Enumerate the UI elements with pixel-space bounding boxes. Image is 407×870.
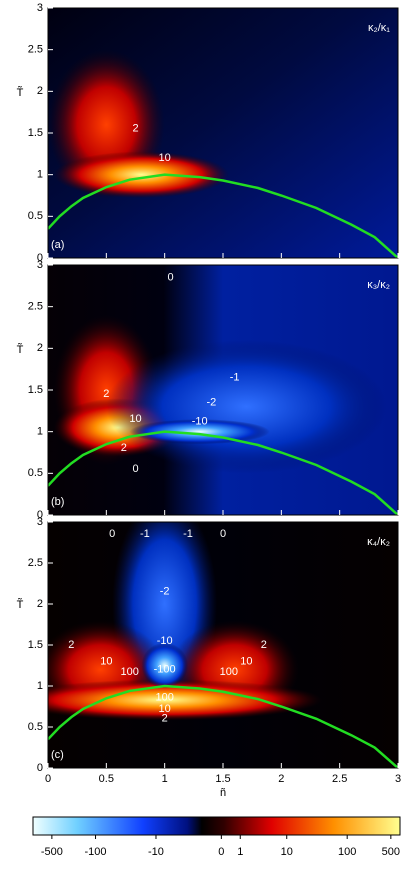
contour-label: 2: [103, 388, 109, 400]
contour-label: 0: [109, 528, 115, 540]
contour-label: 10: [159, 703, 171, 715]
y-tick-label: 1: [37, 680, 43, 692]
contour-label: -10: [192, 416, 208, 428]
contour-label: -2: [206, 396, 216, 408]
y-tick-label: 1: [37, 169, 43, 181]
panel-title: κ₃/κ₂: [367, 279, 390, 291]
boundary-line: [48, 430, 398, 515]
colorbar-tick-label: -10: [148, 846, 164, 858]
y-tick-label: 1.5: [28, 127, 43, 139]
colorbar-tick-label: 100: [338, 846, 356, 858]
y-tick-label: 0: [37, 252, 43, 264]
x-tick-label: 1: [162, 773, 168, 785]
contour-label: 100: [155, 691, 173, 703]
y-tick-label: 3: [37, 2, 43, 14]
y-tick-label: 2: [37, 598, 43, 610]
y-tick-label: 0.5: [28, 467, 43, 479]
colorbar-tick-label: 1: [237, 846, 243, 858]
y-tick-label: 0.5: [28, 210, 43, 222]
y-tick-label: 2.5: [28, 44, 43, 56]
contour-label: 0: [132, 463, 138, 475]
y-axis-label: T̃: [17, 343, 24, 356]
panel-title: κ₂/κ₁: [368, 22, 390, 34]
panel-title: κ₄/κ₂: [367, 536, 390, 548]
contour-label: 10: [100, 655, 112, 667]
y-tick-label: 2: [37, 342, 43, 354]
contour-label: 10: [240, 655, 252, 667]
heatmap-region: [48, 679, 323, 721]
contour-label: 0: [167, 271, 173, 283]
contour-label: -100: [154, 664, 176, 676]
contour-label: -1: [140, 528, 150, 540]
colorbar-tick-label: 0: [218, 846, 224, 858]
colorbar-tick-label: 10: [281, 846, 293, 858]
boundary-line: [48, 684, 398, 768]
x-tick-label: 2.5: [332, 773, 347, 785]
y-tick-label: 1.5: [28, 384, 43, 396]
contour-label: 100: [120, 666, 138, 678]
plot-area: 2 10: [48, 8, 398, 258]
y-tick-label: 0.5: [28, 721, 43, 733]
x-tick-label: 2: [278, 773, 284, 785]
colorbar-tick-label: -500: [41, 846, 63, 858]
y-tick-label: 2.5: [28, 557, 43, 569]
contour-label: -1: [230, 371, 240, 383]
contour-label: 2: [162, 713, 168, 725]
x-tick-label: 3: [395, 773, 401, 785]
heatmap-region: [53, 151, 229, 199]
y-tick-label: 1.5: [28, 639, 43, 651]
y-tick-label: 3: [37, 516, 43, 528]
y-tick-label: 2.5: [28, 301, 43, 313]
colorbar: [32, 816, 401, 836]
contour-label: 0: [220, 528, 226, 540]
heatmap-region: [129, 419, 270, 445]
contour-label: 10: [159, 152, 171, 164]
panel-label: (c): [51, 749, 64, 761]
x-tick-label: 0: [45, 773, 51, 785]
y-axis-label: T̃: [17, 86, 24, 99]
contour-label: 2: [121, 442, 127, 454]
x-tick-label: 0.5: [99, 773, 114, 785]
contour-label: 2: [132, 123, 138, 135]
contour-label: 10: [129, 413, 141, 425]
y-tick-label: 0: [37, 509, 43, 521]
boundary-line: [48, 173, 398, 258]
contour-label: 2: [261, 639, 267, 651]
colorbar-tick-label: -100: [85, 846, 107, 858]
x-axis-label: ñ: [220, 787, 226, 799]
heatmap-region: [141, 642, 189, 689]
contour-label: 2: [68, 639, 74, 651]
y-tick-label: 3: [37, 259, 43, 271]
y-tick-label: 0: [37, 762, 43, 774]
y-tick-label: 2: [37, 85, 43, 97]
y-tick-label: 1: [37, 426, 43, 438]
contour-label: 100: [220, 666, 238, 678]
contour-label: -2: [160, 586, 170, 598]
heatmap-region: [106, 340, 387, 474]
x-tick-label: 1.5: [215, 773, 230, 785]
contour-label: -10: [157, 635, 173, 647]
y-axis-label: T̃: [17, 598, 24, 611]
panel-label: (b): [51, 496, 64, 508]
contour-label: -1: [183, 528, 193, 540]
panel-label: (a): [51, 239, 64, 251]
colorbar-tick-label: 500: [382, 846, 400, 858]
